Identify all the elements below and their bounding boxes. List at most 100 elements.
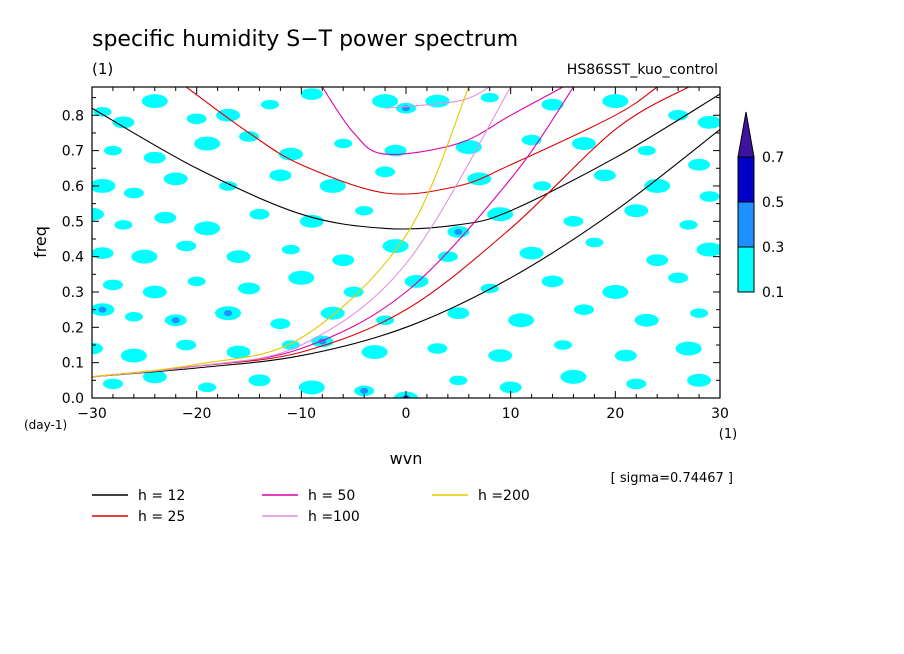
chart-subtitle-right: HS86SST_kuo_control bbox=[567, 62, 718, 78]
curve-gravity bbox=[92, 93, 720, 230]
shade-cell bbox=[696, 242, 720, 257]
shade-cell bbox=[355, 205, 374, 216]
shade-cell bbox=[123, 187, 144, 199]
shade-cell bbox=[194, 221, 221, 236]
shade-cell bbox=[437, 251, 458, 262]
y-axis-unit: (day-1) bbox=[24, 418, 67, 432]
shade-cell bbox=[585, 237, 604, 248]
colorbar-label: 0.3 bbox=[762, 240, 784, 256]
shade-cell bbox=[187, 276, 206, 287]
legend-label: h =200 bbox=[478, 488, 530, 504]
shade-cell bbox=[668, 109, 689, 121]
shade-cell-mid bbox=[224, 310, 233, 317]
shade-cell bbox=[382, 239, 409, 253]
shade-cell bbox=[226, 250, 251, 264]
y-tick-label: 0.3 bbox=[62, 285, 84, 301]
x-tick-label: −10 bbox=[287, 406, 317, 422]
shade-cell bbox=[142, 285, 167, 299]
x-tick-label: 30 bbox=[711, 406, 729, 422]
y-tick-label: 0.2 bbox=[62, 320, 84, 336]
shade-cell bbox=[248, 374, 271, 387]
legend-label: h =100 bbox=[308, 509, 360, 525]
curve-kelvin bbox=[92, 128, 720, 378]
colorbar-segment bbox=[737, 246, 755, 293]
x-tick-label: 20 bbox=[606, 406, 624, 422]
shade-cell bbox=[102, 279, 123, 291]
shade-cell bbox=[687, 373, 712, 387]
chart-title: specific humidity S−T power spectrum bbox=[92, 27, 518, 52]
shade-cell bbox=[154, 211, 177, 224]
shade-cell bbox=[102, 378, 123, 390]
shade-cell bbox=[260, 99, 279, 110]
shade-cell bbox=[219, 181, 238, 191]
shade-cell bbox=[124, 311, 143, 322]
shade-cell bbox=[626, 378, 647, 390]
shade-cell bbox=[120, 348, 147, 363]
dispersion-curves bbox=[92, 87, 720, 378]
curve-kelvin bbox=[92, 87, 512, 378]
shade-cell bbox=[541, 275, 564, 288]
shade-cell bbox=[375, 166, 396, 178]
shade-cell bbox=[646, 254, 669, 267]
shade-cell-mid bbox=[454, 228, 463, 235]
y-tick-label: 0.6 bbox=[62, 179, 84, 195]
shade-cell bbox=[425, 94, 450, 108]
shade-cell bbox=[114, 220, 133, 230]
shade-cell bbox=[637, 145, 656, 156]
shade-cell bbox=[334, 138, 353, 149]
shade-cell bbox=[281, 244, 300, 255]
shade-cell bbox=[573, 304, 594, 315]
shade-cell bbox=[447, 307, 470, 320]
shade-cell bbox=[480, 283, 499, 294]
y-tick-label: 0.7 bbox=[62, 144, 84, 160]
colorbar-label: 0.5 bbox=[762, 195, 784, 211]
shade-cell bbox=[560, 369, 587, 384]
shade-cell bbox=[239, 131, 259, 142]
shade-cell bbox=[319, 179, 346, 193]
shade-cell bbox=[571, 137, 596, 150]
shade-cell bbox=[300, 88, 323, 100]
shade-cell-mid bbox=[360, 387, 369, 394]
shade-cell bbox=[299, 214, 324, 228]
shade-cell bbox=[269, 169, 292, 182]
shade-cell bbox=[92, 247, 114, 259]
shade-cell bbox=[487, 207, 514, 222]
shade-cell bbox=[688, 158, 711, 171]
shade-cell bbox=[602, 285, 629, 299]
shade-cell bbox=[103, 145, 122, 156]
colorbar: 0.1 0.3 0.5 0.7 bbox=[737, 111, 784, 301]
shade-cell-mid bbox=[98, 306, 107, 313]
shade-cell bbox=[186, 113, 207, 125]
shade-cell bbox=[563, 215, 584, 227]
shade-cell bbox=[141, 94, 168, 109]
sigma-label: [ sigma=0.74467 ] bbox=[611, 471, 733, 486]
shade-cell bbox=[281, 340, 300, 350]
shade-cell bbox=[92, 207, 104, 221]
curve-gravity bbox=[185, 87, 658, 195]
shade-cell bbox=[427, 343, 448, 354]
shade-cell bbox=[131, 249, 158, 264]
shade-cell bbox=[675, 341, 702, 356]
colorbar-segment bbox=[737, 201, 755, 248]
legend: h = 12 h = 25 h = 50 h =100 h =200 bbox=[92, 488, 530, 525]
shade-cell bbox=[93, 106, 112, 117]
shade-cell bbox=[593, 169, 616, 182]
shade-cell bbox=[480, 92, 499, 103]
shade-cell bbox=[278, 147, 303, 161]
shade-cell bbox=[142, 370, 167, 384]
y-tick-label: 0.5 bbox=[62, 214, 84, 230]
shade-cell bbox=[176, 240, 197, 252]
legend-label: h = 12 bbox=[138, 488, 185, 504]
colorbar-extend bbox=[737, 111, 755, 158]
shade-cell bbox=[176, 339, 197, 351]
shade-cell bbox=[699, 191, 720, 202]
shade-cell-mid bbox=[171, 317, 180, 324]
shade-cell bbox=[404, 274, 429, 288]
shade-cell bbox=[614, 349, 637, 362]
shade-cell bbox=[533, 181, 552, 191]
shade-cell bbox=[343, 286, 364, 298]
x-tick-label: 10 bbox=[502, 406, 520, 422]
shade-cell bbox=[554, 340, 572, 350]
shade-cell bbox=[198, 382, 217, 393]
y-tick-label: 0.4 bbox=[62, 250, 84, 266]
